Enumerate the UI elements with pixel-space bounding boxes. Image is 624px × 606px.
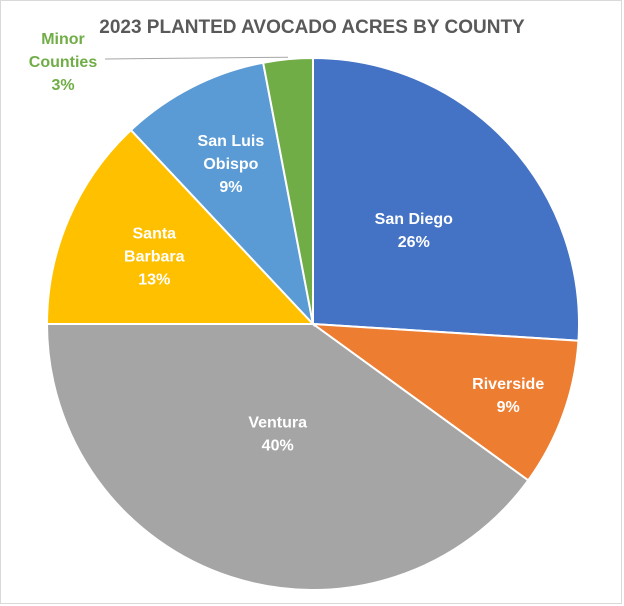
pie-slice-san-luis-obispo bbox=[129, 61, 315, 328]
data-label-san-luis-obispo: San Luis Obispo 9% bbox=[198, 133, 265, 196]
data-label-ventura: Ventura 40% bbox=[248, 414, 307, 454]
data-label-santa-barbara: Santa Barbara 13% bbox=[124, 225, 185, 288]
data-label-san-diego: San Diego 26% bbox=[375, 211, 453, 251]
data-label-minor-counties: Minor Counties 3% bbox=[29, 31, 98, 94]
leader-line-minor-counties bbox=[104, 56, 289, 60]
leader-lines bbox=[104, 56, 289, 60]
data-label-riverside: Riverside 9% bbox=[472, 376, 544, 416]
pie-slice-riverside bbox=[309, 322, 580, 482]
data-labels: San Diego 26% Riverside 9% Ventura 40% Santa Ba… bbox=[29, 31, 545, 454]
chart-title: 2023 PLANTED AVOCADO ACRES BY COUNTY bbox=[99, 17, 525, 38]
pie-slice-santa-barbara bbox=[45, 128, 316, 325]
pie-slice-san-diego bbox=[312, 56, 580, 342]
pie-slices bbox=[45, 56, 580, 591]
pie-slice-ventura bbox=[45, 323, 530, 591]
pie-slice-minor-counties bbox=[261, 56, 314, 325]
